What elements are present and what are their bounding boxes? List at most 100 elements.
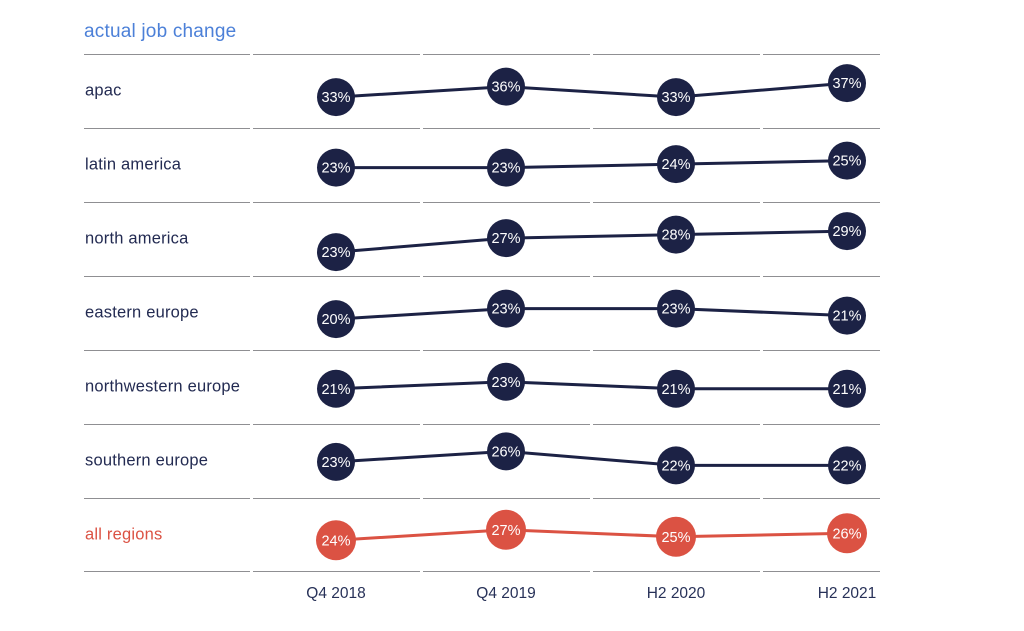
separator-segment [423, 498, 590, 499]
separator-segment [593, 350, 760, 351]
data-point-value: 21% [661, 382, 690, 398]
data-point [317, 442, 355, 481]
separator-segment [423, 54, 590, 55]
data-point [487, 432, 525, 471]
data-point [487, 289, 525, 328]
separator-segment [253, 128, 420, 129]
data-point-value: 26% [491, 444, 520, 460]
separator-segment [423, 276, 590, 277]
separator-segment [84, 350, 250, 351]
data-point [317, 78, 355, 117]
data-point [316, 520, 356, 561]
data-point-value: 25% [832, 154, 861, 170]
data-point-value: 23% [491, 302, 520, 318]
separator-segment [763, 54, 880, 55]
data-point-value: 23% [321, 161, 350, 177]
separator-segment [763, 498, 880, 499]
data-point-value: 21% [321, 382, 350, 398]
data-point [828, 141, 866, 180]
separator-segment [84, 424, 250, 425]
data-point [657, 78, 695, 117]
data-point-value: 36% [491, 80, 520, 96]
separator-segment [763, 276, 880, 277]
data-point-value: 23% [321, 455, 350, 471]
data-point-value: 27% [491, 523, 520, 539]
region-row-latin-america: latin america 23% 23% 24% 25% [84, 128, 880, 202]
data-point [317, 369, 355, 408]
trend-line [335, 307, 848, 321]
separator-segment [84, 54, 250, 55]
region-line-chart: 20% 23% 23% 21% [317, 289, 866, 339]
region-label-latin-america: latin america [85, 155, 182, 174]
separator-segment [593, 424, 760, 425]
region-row-southern-europe: southern europe 23% 26% 22% 22% [84, 424, 880, 498]
data-point [828, 369, 866, 408]
region-line-chart: 23% 26% 22% 22% [317, 432, 866, 485]
separator-segment [763, 424, 880, 425]
data-point-value: 23% [491, 161, 520, 177]
region-row-all-regions: all regions 24% 27% 25% 26% [84, 498, 880, 572]
data-point-value: 29% [832, 224, 861, 240]
data-point [657, 215, 695, 254]
data-point [828, 64, 866, 103]
separator-segment [253, 498, 420, 499]
region-row-eastern-europe: eastern europe 20% 23% 23% 21% [84, 276, 880, 350]
separator-segment [423, 424, 590, 425]
data-point [317, 233, 355, 272]
data-point [657, 446, 695, 485]
axis-label-h2-2021: H2 2021 [817, 585, 877, 602]
axis-label-q4-2018: Q4 2018 [306, 585, 366, 602]
separator-segment [593, 571, 760, 572]
data-point-value: 25% [661, 530, 690, 546]
separator-segment [593, 276, 760, 277]
data-point [828, 212, 866, 251]
data-point-value: 33% [321, 90, 350, 106]
data-point [487, 362, 525, 401]
row-separator-line [84, 571, 880, 573]
data-point [827, 513, 867, 554]
data-point-value: 37% [832, 76, 861, 92]
trend-line [335, 528, 848, 542]
trend-line [336, 159, 848, 170]
data-point [486, 509, 526, 550]
separator-segment [593, 54, 760, 55]
region-line-chart: 24% 27% 25% 26% [316, 509, 867, 561]
row-separator-line [84, 54, 880, 56]
separator-segment [253, 350, 420, 351]
region-line-chart: 21% 23% 21% 21% [317, 362, 866, 408]
region-row-apac: apac 33% 36% 33% 37% [84, 54, 880, 128]
data-point [487, 219, 525, 258]
data-point [317, 148, 355, 187]
region-label-north-america: north america [85, 229, 189, 248]
separator-segment [84, 202, 250, 203]
data-point-value: 24% [321, 533, 350, 549]
separator-segment [253, 424, 420, 425]
row-separator-line [84, 202, 880, 204]
axis-label-q4-2019: Q4 2019 [476, 585, 536, 602]
separator-segment [763, 128, 880, 129]
region-label-northwestern-europe: northwestern europe [85, 377, 241, 396]
row-separator-line [84, 350, 880, 352]
separator-segment [593, 202, 760, 203]
chart-title: actual job change [84, 21, 237, 42]
data-point [828, 446, 866, 485]
data-point-value: 27% [491, 231, 520, 247]
axis-label-h2-2020: H2 2020 [646, 585, 706, 602]
data-point-value: 22% [661, 458, 690, 474]
separator-segment [593, 498, 760, 499]
region-row-northwestern-europe: northwestern europe 21% 23% 21% 21% [84, 350, 880, 424]
data-point-value: 23% [661, 302, 690, 318]
separator-segment [763, 571, 880, 572]
region-line-chart: 33% 36% 33% 37% [317, 64, 866, 117]
row-separator-line [84, 424, 880, 426]
actual-job-change-chart: actual job change apac 33% 36% 33% 37% lati… [84, 0, 880, 619]
separator-segment [84, 498, 250, 499]
separator-segment [253, 54, 420, 55]
data-point-value: 33% [661, 90, 690, 106]
trend-line [335, 81, 848, 99]
data-point [828, 296, 866, 335]
region-label-apac: apac [85, 81, 122, 100]
data-point [657, 145, 695, 184]
separator-segment [423, 350, 590, 351]
separator-segment [253, 571, 420, 572]
